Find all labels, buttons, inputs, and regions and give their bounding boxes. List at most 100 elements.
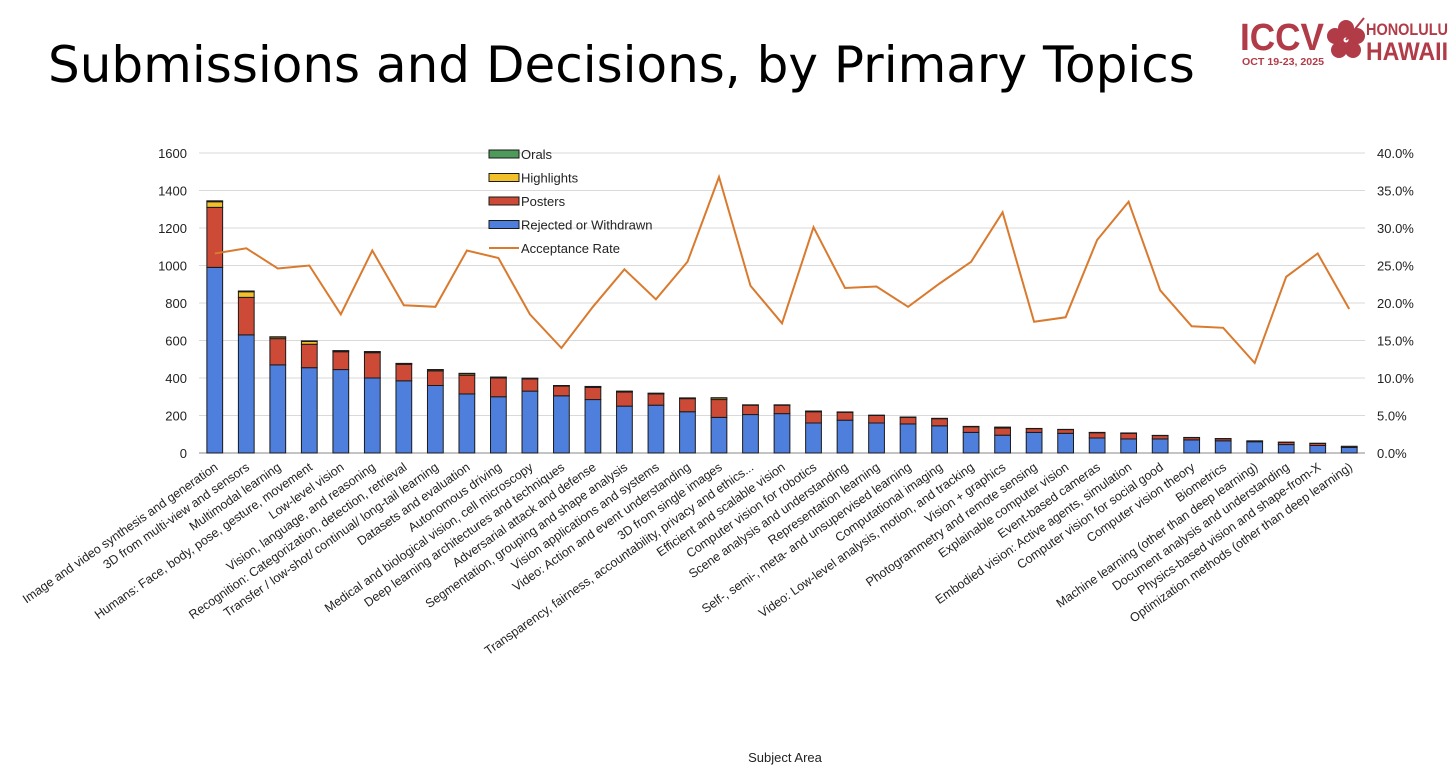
bar-posters — [647, 393, 665, 406]
legend-highlights-label: Highlights — [521, 171, 579, 186]
bar-posters — [931, 418, 948, 427]
logo-brand: ICCV — [1240, 17, 1325, 59]
bar-rejected — [332, 369, 350, 454]
bar-posters — [868, 415, 885, 424]
hibiscus-icon — [1327, 17, 1365, 58]
legend-orals-label: Orals — [521, 147, 553, 162]
bar-rejected — [1088, 437, 1106, 454]
bar-posters — [332, 351, 350, 371]
legend-rejected-swatch — [488, 220, 520, 229]
y2-tick-label: 15.0% — [1377, 334, 1414, 349]
iccv-logo: ICCV OCT 19-23, 2025 HONOLULU HAWAII — [1240, 17, 1448, 68]
bar-rejected — [1025, 431, 1043, 454]
bar-posters — [710, 399, 728, 418]
bar-posters — [584, 386, 602, 401]
bar-rejected — [553, 395, 570, 454]
bar-posters — [553, 385, 570, 397]
bar-posters — [1088, 432, 1106, 439]
acceptance-rate-line — [214, 173, 1351, 365]
bar-rejected — [962, 431, 980, 454]
y2-tick-label: 0.0% — [1377, 446, 1407, 461]
logo-dates: OCT 19-23, 2025 — [1242, 57, 1324, 68]
bar-rejected — [584, 399, 602, 454]
bar-rejected — [616, 405, 633, 454]
bar-rejected — [206, 266, 224, 454]
bar-posters — [962, 426, 980, 433]
bar-rejected — [1183, 439, 1201, 454]
bar-posters — [458, 374, 476, 395]
y-tick-label: 1000 — [158, 259, 187, 274]
y2-tick-label: 5.0% — [1377, 409, 1407, 424]
bar-orals — [237, 290, 255, 293]
bar-rejected — [710, 416, 728, 454]
bar-posters — [300, 343, 318, 369]
bar-posters — [490, 377, 507, 398]
bar-posters — [269, 338, 287, 366]
bar-orals — [206, 200, 224, 203]
bar-posters — [206, 206, 224, 268]
bar-rejected — [1120, 438, 1138, 454]
y2-tick-label: 30.0% — [1377, 221, 1414, 236]
bar-rejected — [1246, 441, 1264, 454]
y2-tick-label: 40.0% — [1377, 146, 1414, 161]
y2-tick-label: 25.0% — [1377, 259, 1414, 274]
y2-tick-label: 10.0% — [1377, 371, 1414, 386]
bar-rejected — [742, 414, 759, 454]
bar-posters — [426, 370, 444, 386]
bar-posters — [836, 411, 854, 421]
bar-rejected — [395, 380, 413, 454]
y2-tick-label: 20.0% — [1377, 296, 1414, 311]
bar-rejected — [269, 364, 287, 454]
bar-rejected — [458, 393, 476, 454]
bar-rejected — [1277, 444, 1295, 454]
bar-posters — [805, 411, 822, 424]
bar-rejected — [521, 390, 539, 454]
y2-tick-label: 35.0% — [1377, 184, 1414, 199]
bar-rejected — [1151, 438, 1169, 454]
bar-rejected — [931, 425, 948, 454]
bar-rejected — [1340, 446, 1358, 454]
bar-rejected — [994, 434, 1011, 454]
y-tick-label: 800 — [165, 296, 187, 311]
bar-posters — [363, 352, 381, 379]
legend-rejected-label: Rejected or Withdrawn — [521, 218, 653, 233]
y-tick-label: 600 — [165, 334, 187, 349]
legend-posters-swatch — [488, 196, 520, 206]
y-tick-label: 1600 — [158, 146, 187, 161]
bar-rejected — [1057, 432, 1075, 454]
bar-posters — [1340, 445, 1358, 448]
bar-posters — [994, 427, 1011, 436]
y-tick-label: 1200 — [158, 221, 187, 236]
bar-posters — [899, 416, 917, 425]
bar-rejected — [773, 413, 791, 454]
y-tick-label: 400 — [165, 371, 187, 386]
bar-rejected — [868, 422, 885, 454]
bar-highlights — [206, 201, 224, 208]
bar-rejected — [647, 404, 665, 454]
logo-state: HAWAII — [1366, 38, 1448, 66]
y-tick-label: 1400 — [158, 184, 187, 199]
bar-posters — [395, 363, 413, 382]
bar-posters — [773, 404, 791, 415]
bar-posters — [1057, 429, 1075, 434]
bar-rejected — [363, 377, 381, 454]
bar-posters — [237, 296, 255, 336]
bar-posters — [1246, 440, 1264, 443]
legend-orals-swatch — [488, 149, 520, 159]
legend-rate-label: Acceptance Rate — [521, 241, 620, 256]
y-tick-label: 200 — [165, 409, 187, 424]
bar-posters — [742, 404, 759, 416]
bar-rejected — [300, 367, 318, 454]
bar-rejected — [899, 423, 917, 454]
bar-posters — [1025, 428, 1043, 433]
x-category-label: Image and video synthesis and generation — [20, 460, 220, 606]
bar-rejected — [679, 411, 696, 454]
bar-posters — [679, 398, 696, 413]
bar-posters — [521, 378, 539, 392]
logo-city: HONOLULU — [1366, 20, 1448, 39]
slide-title: Submissions and Decisions, by Primary To… — [48, 36, 1195, 94]
legend-highlights-swatch — [488, 173, 520, 182]
bar-posters — [616, 391, 633, 407]
x-axis-title: Subject Area — [748, 750, 822, 765]
